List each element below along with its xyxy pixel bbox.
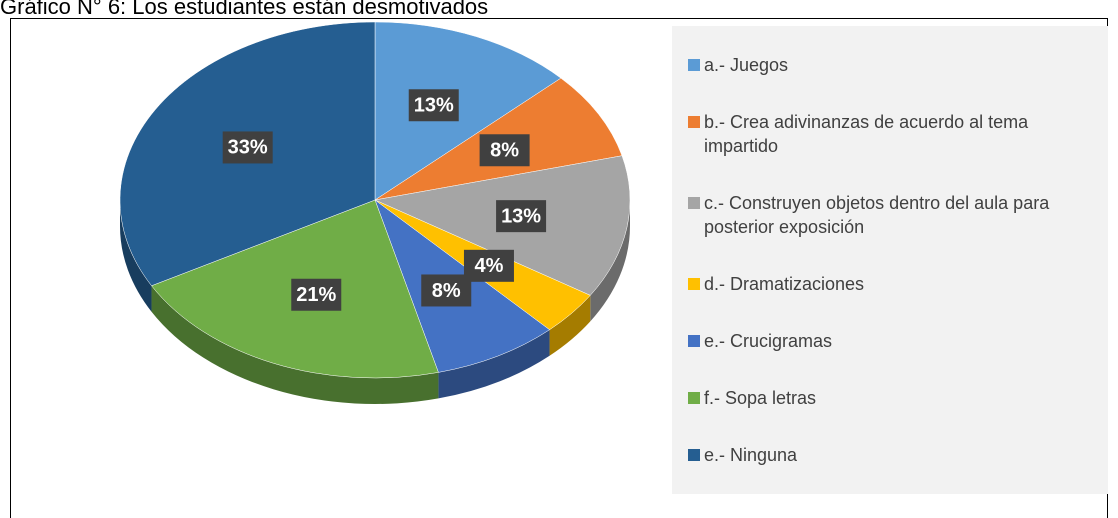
legend-swatch [688, 277, 700, 290]
label-box [408, 89, 459, 122]
pie-slice [374, 21, 562, 201]
pie-side [120, 200, 152, 312]
label-box [463, 249, 514, 282]
legend-label: e.- Crucigramas [704, 331, 833, 352]
legend-item: b.- Crea adivinanzas de acuerdo al tema … [672, 110, 1108, 158]
pie-side [438, 329, 550, 399]
pie-side [590, 200, 630, 322]
label-text: 33% [228, 137, 268, 159]
data-label: 21% [291, 278, 342, 311]
pie-side [151, 285, 439, 405]
legend-label: e.- Ninguna [704, 445, 798, 466]
legend-item: a.- Juegos [672, 53, 1108, 77]
label-box [421, 274, 472, 307]
chart: 13% 8% 13% 4% 8% 21% 33% [119, 21, 631, 405]
data-label: 13% [496, 200, 547, 233]
data-label: 13% [408, 89, 459, 122]
legend-swatch [688, 196, 700, 209]
label-text: 8% [432, 280, 461, 302]
legend-swatch [688, 449, 700, 462]
label-box [479, 134, 530, 167]
legend-item: d.- Dramatizaciones [672, 272, 1108, 296]
data-label: 4% [463, 249, 514, 282]
legend-swatch [688, 392, 700, 405]
legend-item: e.- Crucigramas [672, 329, 1108, 353]
legend-label: f.- Sopa letras [704, 388, 817, 409]
label-text: 13% [414, 95, 454, 117]
legend-label: c.- Construyen objetos dentro del aula p… [704, 192, 1050, 237]
title-text: Gráfico N° 6: Los estudiantes están desm… [0, 0, 489, 19]
legend-item: e.- Ninguna [672, 443, 1108, 467]
legend-label: b.- Crea adivinanzas de acuerdo al tema … [704, 111, 1029, 156]
legend-swatch [688, 335, 700, 348]
legend-swatch [688, 58, 700, 71]
pie-side [549, 295, 591, 356]
label-box [496, 200, 547, 233]
legend-label: a.- Juegos [704, 54, 789, 75]
legend-item: f.- Sopa letras [672, 386, 1108, 410]
label-text: 21% [296, 284, 336, 306]
label-box [291, 278, 342, 311]
data-label: 33% [222, 131, 273, 164]
label-box [222, 131, 273, 164]
legend: a.- Juegos b.- Crea adivinanzas de acuerd… [672, 26, 1108, 494]
legend-label: d.- Dramatizaciones [704, 273, 865, 294]
label-text: 13% [501, 205, 541, 227]
legend-swatch [688, 115, 700, 128]
label-text: 4% [475, 255, 504, 277]
data-label: 8% [479, 134, 530, 167]
legend-item: c.- Construyen objetos dentro del aula p… [672, 191, 1108, 239]
chart-title: Gráfico N° 6: Los estudiantes están desm… [0, 0, 488, 20]
data-label: 8% [421, 274, 472, 307]
label-text: 8% [490, 140, 519, 162]
